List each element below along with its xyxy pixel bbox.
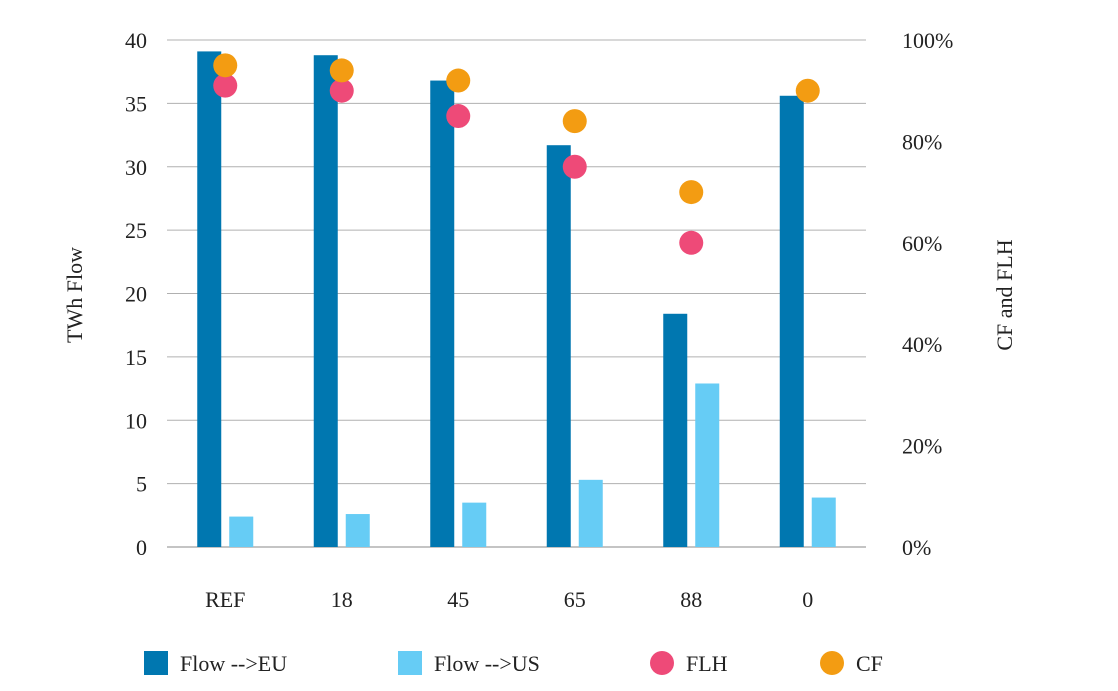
x-tick-label: 18 [331,587,353,612]
bar-flow-eu [197,51,222,547]
y-tick-label: 10 [125,408,147,433]
bar-flow-us [345,514,370,547]
marker-cf [795,78,820,103]
x-tick-label: 88 [680,587,702,612]
marker-cf [679,180,704,205]
y-axis-title: TWh Flow [62,247,87,343]
bar-flow-eu [779,95,804,548]
legend-item: FLH [650,651,728,676]
grid-lines [167,39,866,548]
y2-tick-label: 60% [902,231,942,256]
y2-tick-label: 80% [902,129,942,154]
x-tick-label: 0 [802,587,813,612]
marker-flh [446,104,471,129]
legend: Flow -->EU Flow -->US FLH CF [144,651,883,676]
y2-tick-label: 20% [902,434,942,459]
y2-axis-title: CF and FLH [992,239,1017,350]
y2-tick-label: 0% [902,535,931,560]
legend-label: CF [856,651,883,676]
bar-flow-eu [430,80,455,547]
legend-swatch [144,651,168,675]
y-tick-label: 0 [136,535,147,560]
bar-flow-us [811,497,836,547]
marker-cf [446,68,471,93]
x-tick-label: 45 [447,587,469,612]
legend-label: Flow -->US [434,651,540,676]
legend-swatch [398,651,422,675]
bar-flow-us [229,516,254,547]
x-axis-ticks: REF 18 45 65 88 0 [205,587,813,612]
marker-flh [213,73,238,98]
y2-tick-label: 100% [902,28,953,53]
legend-item: CF [820,651,883,676]
x-tick-label: REF [205,587,245,612]
markers [213,53,820,255]
marker-cf [562,109,587,134]
y-tick-label: 40 [125,28,147,53]
legend-marker [650,651,674,675]
marker-cf [329,58,354,83]
y-tick-label: 30 [125,155,147,180]
legend-label: FLH [686,651,728,676]
legend-item: Flow -->EU [144,651,287,676]
y-tick-label: 35 [125,91,147,116]
x-tick-label: 65 [564,587,586,612]
y-tick-label: 15 [125,345,147,370]
bars [197,51,836,548]
bar-flow-us [695,383,720,547]
legend-marker [820,651,844,675]
bar-flow-eu [313,55,338,548]
y-tick-label: 25 [125,218,147,243]
y-axis-ticks: 0 5 10 15 20 25 30 35 40 [125,28,147,560]
bar-flow-us [578,479,603,547]
y-tick-label: 5 [136,472,147,497]
bar-flow-eu [663,313,688,547]
y2-tick-label: 40% [902,332,942,357]
bar-flow-us [462,502,487,547]
marker-cf [213,53,238,78]
legend-label: Flow -->EU [180,651,287,676]
marker-flh [562,154,587,179]
y-tick-label: 20 [125,282,147,307]
y2-axis-ticks: 0% 20% 40% 60% 80% 100% [902,28,953,560]
legend-item: Flow -->US [398,651,540,676]
marker-flh [329,78,354,103]
bar-flow-eu [546,145,571,547]
marker-flh [679,230,704,255]
